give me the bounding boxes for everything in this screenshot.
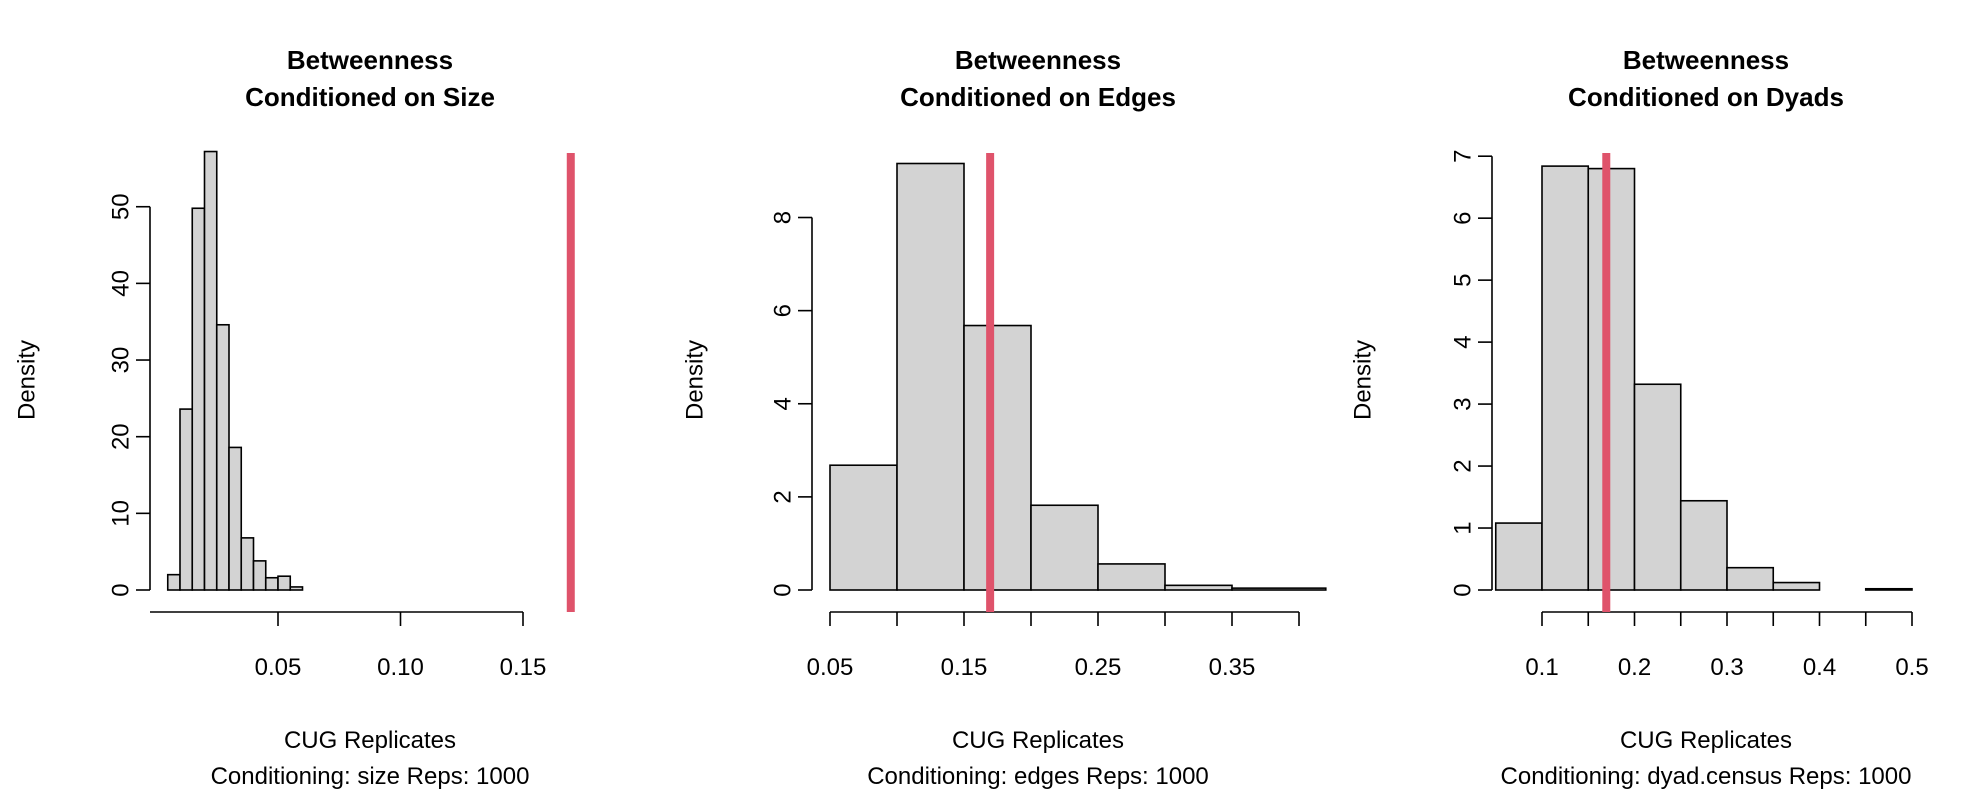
y-tick-label: 0 [769,583,796,596]
y-tick-label: 3 [1449,397,1476,410]
histogram-bar [277,575,292,591]
chart-title-line-2: Conditioned on Size [245,82,495,112]
chart-title-line-1: Betweenness [287,45,453,75]
y-tick-label: 1 [1449,521,1476,534]
chart-panel-3: Betweenness Conditioned on Dyads 0 1 2 3 4 5 6 7 0… [1349,45,1928,790]
y-tick-label: 4 [769,397,796,410]
y-tick-label: 2 [769,490,796,503]
chart-title-line-2: Conditioned on Edges [900,82,1176,112]
y-tick-label: 4 [1449,335,1476,348]
x-tick-label: 0.05 [255,654,302,681]
x-tick-label: 0.4 [1803,654,1836,681]
chart-title-line-2: Conditioned on Dyads [1568,82,1844,112]
y-axis-label: Density [1349,340,1376,420]
histogram-bar [289,586,304,591]
histogram-bar [264,576,279,591]
x-tick-label: 0.5 [1895,654,1928,681]
histogram-bar [1541,165,1590,591]
histogram-bar [228,446,243,591]
conditioning-label: Conditioning: size Reps: 1000 [211,763,530,790]
histogram-bar [1633,383,1682,591]
chart-title-line-1: Betweenness [1623,45,1789,75]
x-tick-label: 0.1 [1525,654,1558,681]
y-tick-label: 30 [107,347,134,374]
x-axis-label: CUG Replicates [284,727,456,754]
y-tick-label: 10 [107,500,134,527]
y-axis-label: Density [681,340,708,420]
y-tick-label: 40 [107,270,134,297]
histogram-bar [203,150,218,591]
histogram-bar [1587,167,1636,591]
y-tick-label: 7 [1449,150,1476,163]
y-tick-label: 2 [1449,459,1476,472]
y-tick-label: 0 [1449,583,1476,596]
histogram-bar [1231,587,1327,591]
chart-title-line-1: Betweenness [955,45,1121,75]
histogram-bar [1864,587,1913,591]
x-tick-label: 0.15 [500,654,547,681]
histogram-bar [896,162,965,591]
y-tick-label: 6 [1449,211,1476,224]
x-tick-label: 0.05 [807,654,854,681]
histogram-bar [240,537,255,591]
y-tick-label: 20 [107,423,134,450]
y-tick-label: 50 [107,193,134,220]
histogram-bar [252,560,267,591]
chart-panel-1: Betweenness Conditioned on Size 0 10 20 30 40 5… [13,45,575,790]
histogram-bar [829,464,898,591]
y-tick-label: 8 [769,211,796,224]
histogram-bar [1772,581,1821,591]
x-tick-label: 0.10 [377,654,424,681]
histogram-bar [963,324,1032,591]
histogram-bar [1030,504,1099,591]
histogram-bar [1726,566,1775,591]
y-tick-label: 5 [1449,273,1476,286]
y-tick-label: 0 [107,583,134,596]
x-axis-label: CUG Replicates [1620,727,1792,754]
x-tick-label: 0.2 [1618,654,1651,681]
y-axis-label: Density [13,340,40,420]
histogram-bar [215,323,230,591]
x-tick-label: 0.15 [941,654,988,681]
conditioning-label: Conditioning: edges Reps: 1000 [867,763,1209,790]
x-tick-label: 0.3 [1710,654,1743,681]
histogram-bar [179,408,194,591]
x-axis-label: CUG Replicates [952,727,1124,754]
x-tick-label: 0.25 [1075,654,1122,681]
histogram-bar [166,573,181,591]
histogram-bar [1097,563,1166,591]
histogram-bar [191,207,206,591]
histogram-bar [1164,584,1233,591]
x-tick-label: 0.35 [1209,654,1256,681]
conditioning-label: Conditioning: dyad.census Reps: 1000 [1501,763,1912,790]
chart-panel-2: Betweenness Conditioned on Edges 0 2 4 6 8 0.05… [681,45,1327,790]
histogram-bar [1494,522,1543,591]
y-tick-label: 6 [769,304,796,317]
histogram-bar [1679,499,1728,591]
